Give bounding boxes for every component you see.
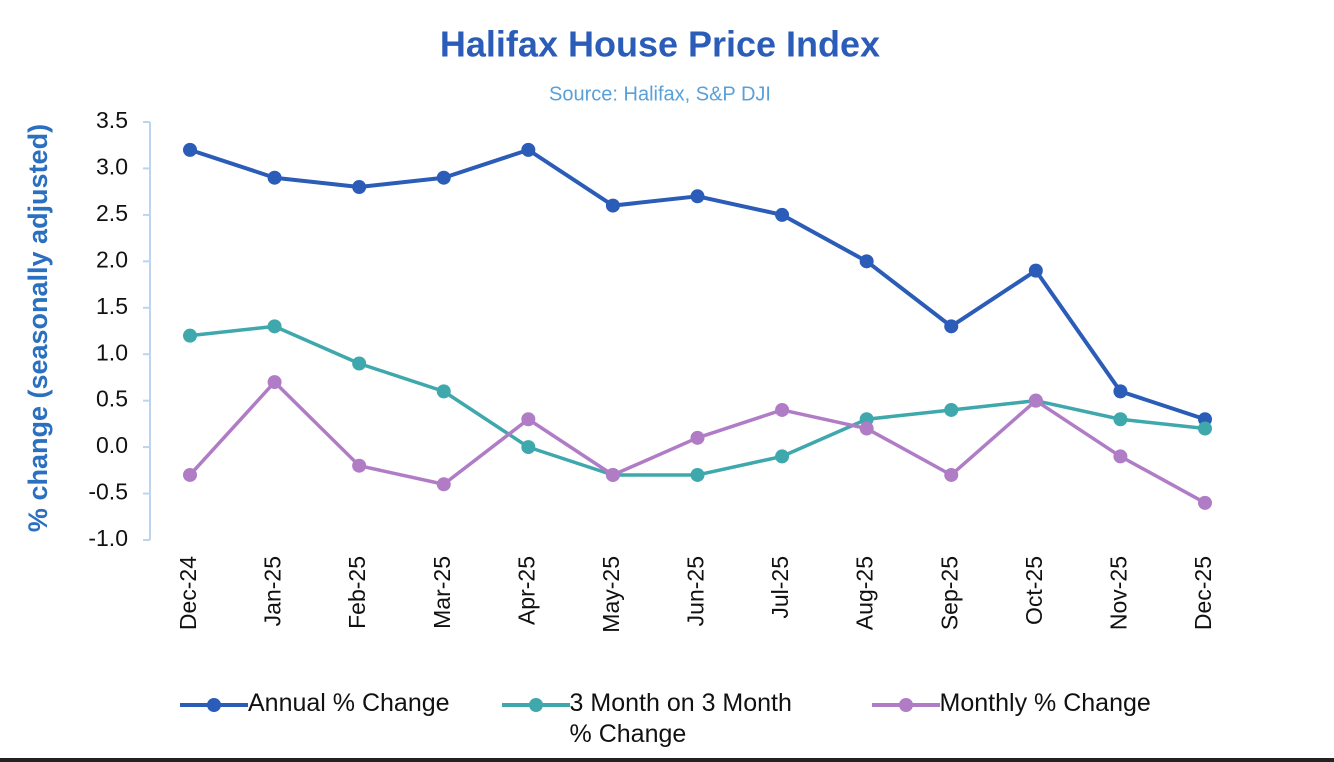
x-tick-label: Dec-24 — [175, 556, 201, 630]
data-point — [352, 356, 367, 371]
legend-label: 3 Month on 3 Month % Change — [569, 689, 792, 748]
legend-dot — [207, 698, 221, 712]
x-tick-label: May-25 — [598, 556, 624, 633]
x-tick-label: Feb-25 — [344, 556, 370, 629]
legend-swatch — [871, 688, 940, 718]
data-point — [690, 430, 705, 445]
x-tick-label: Oct-25 — [1021, 556, 1047, 625]
data-point — [775, 402, 790, 417]
legend-label: Monthly % Change — [939, 689, 1151, 717]
data-point — [775, 449, 790, 464]
chart: Halifax House Price Index Source: Halifa… — [23, 24, 1216, 633]
series-line — [189, 324, 1206, 477]
data-point — [944, 319, 959, 334]
data-point — [183, 142, 197, 157]
y-tick-label: 2.5 — [96, 200, 128, 226]
data-point — [605, 198, 620, 213]
data-point — [1028, 393, 1043, 408]
data-point — [1113, 449, 1128, 464]
data-point — [944, 402, 959, 417]
legend-item: Monthly % Change — [871, 688, 1151, 750]
legend-item: 3 Month on 3 Month % Change — [501, 688, 820, 750]
data-point — [267, 170, 282, 185]
data-point — [521, 440, 536, 455]
y-tick-label: 2.0 — [96, 246, 128, 272]
chart-title: Halifax House Price Index — [440, 24, 880, 65]
y-axis-label: % change (seasonally adjusted) — [23, 124, 53, 532]
data-point — [1113, 412, 1128, 427]
bottom-border — [0, 758, 1334, 762]
y-tick-label: 1.5 — [96, 293, 128, 319]
data-point — [944, 467, 959, 482]
legend: Annual % Change 3 Month on 3 Month % Chan… — [180, 688, 1203, 750]
x-tick-label: Jun-25 — [683, 556, 709, 626]
legend-swatch — [180, 688, 248, 718]
x-tick-label: Dec-25 — [1190, 556, 1216, 630]
y-tick-label: 1.0 — [96, 339, 128, 365]
data-point — [436, 170, 451, 185]
data-point — [352, 180, 367, 195]
data-point — [690, 189, 705, 204]
data-point — [859, 421, 874, 436]
x-tick-label: Jul-25 — [767, 556, 793, 619]
data-point — [859, 254, 874, 269]
data-point — [267, 375, 282, 390]
data-point — [267, 319, 282, 334]
data-point — [521, 412, 536, 427]
x-tick-label: Jan-25 — [260, 556, 286, 626]
y-tick-label: 0.5 — [96, 386, 128, 412]
data-point — [183, 328, 197, 343]
data-point — [183, 467, 197, 482]
data-point — [1113, 384, 1128, 399]
y-tick-label: 0.0 — [96, 432, 128, 458]
x-tick-label: Apr-25 — [513, 556, 539, 625]
y-tick-label: -1.0 — [88, 525, 128, 551]
x-tick-label: Nov-25 — [1105, 556, 1131, 630]
data-point — [521, 142, 536, 157]
data-point — [1028, 263, 1043, 278]
data-point — [436, 477, 451, 492]
legend-label: Annual % Change — [248, 689, 450, 717]
data-point — [352, 458, 367, 473]
x-tick-label: Aug-25 — [852, 556, 878, 630]
data-point — [605, 467, 620, 482]
legend-dot — [898, 698, 913, 712]
x-tick-label: Mar-25 — [429, 556, 455, 629]
y-tick-label: 3.0 — [96, 154, 128, 180]
data-point — [775, 207, 790, 222]
data-point — [1198, 495, 1212, 510]
legend-item: Annual % Change — [180, 688, 450, 750]
chart-subtitle: Source: Halifax, S&P DJI — [549, 83, 771, 105]
data-point — [1198, 421, 1212, 436]
legend-swatch — [501, 688, 570, 718]
legend-dot — [528, 698, 543, 712]
data-point — [690, 467, 705, 482]
x-tick-label: Sep-25 — [936, 556, 962, 630]
y-tick-label: 3.5 — [96, 107, 128, 133]
y-tick-label: -0.5 — [88, 479, 128, 505]
data-point — [436, 384, 451, 399]
